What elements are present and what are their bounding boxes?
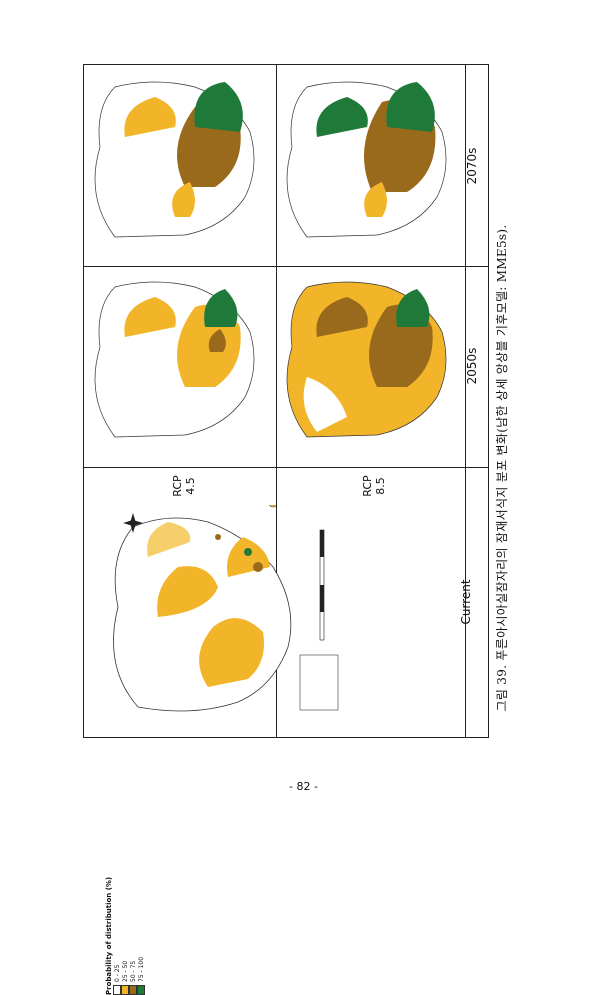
legend-swatch — [129, 985, 137, 995]
rcp85-label-value: 8.5 — [374, 477, 387, 495]
legend-item: 25 - 50 — [121, 865, 129, 995]
figure-table — [83, 64, 489, 738]
map-rcp45-2050s — [94, 281, 255, 438]
rcp85-label-text: RCP — [361, 475, 374, 497]
legend-range: 0 - 25 — [113, 964, 121, 982]
legend-item: 50 - 75 — [129, 865, 137, 995]
legend: Probability of distribution (%) 0 - 25 25… — [105, 865, 165, 995]
map-rcp85-2050s — [286, 281, 447, 438]
legend-title: Probability of distribution (%) — [105, 876, 113, 995]
map-rcp85-2070s — [286, 81, 447, 238]
row-divider-maps — [83, 467, 489, 468]
legend-range: 25 - 50 — [121, 960, 129, 982]
page-number: - 82 - — [289, 780, 318, 793]
rcp45-label-text: RCP — [171, 475, 184, 497]
rcp45-label-value: 4.5 — [184, 477, 197, 495]
figure-caption: 그림 39. 푸른아시아실잠자리의 잠재서식지 분포 변화(남한 상세 앙상블 … — [495, 224, 509, 712]
legend-range: 50 - 75 — [129, 960, 137, 982]
header-2070s: 2070s — [465, 147, 479, 185]
legend-swatch — [137, 985, 145, 995]
map-rcp45-2070s — [94, 81, 255, 238]
legend-item: 75 - 100 — [137, 865, 145, 995]
rcp85-label: RCP 8.5 — [361, 466, 389, 506]
header-current: Current — [459, 579, 473, 625]
column-divider-header — [465, 64, 466, 738]
legend-swatch — [113, 985, 121, 995]
legend-range: 75 - 100 — [137, 956, 145, 982]
legend-item: 0 - 25 — [113, 865, 121, 995]
column-divider-maps-top — [276, 64, 277, 467]
rcp45-label: RCP 4.5 — [171, 466, 199, 506]
header-2050s: 2050s — [465, 347, 479, 385]
map-current — [113, 505, 339, 712]
legend-swatch — [121, 985, 129, 995]
row-divider-periods — [83, 266, 489, 267]
